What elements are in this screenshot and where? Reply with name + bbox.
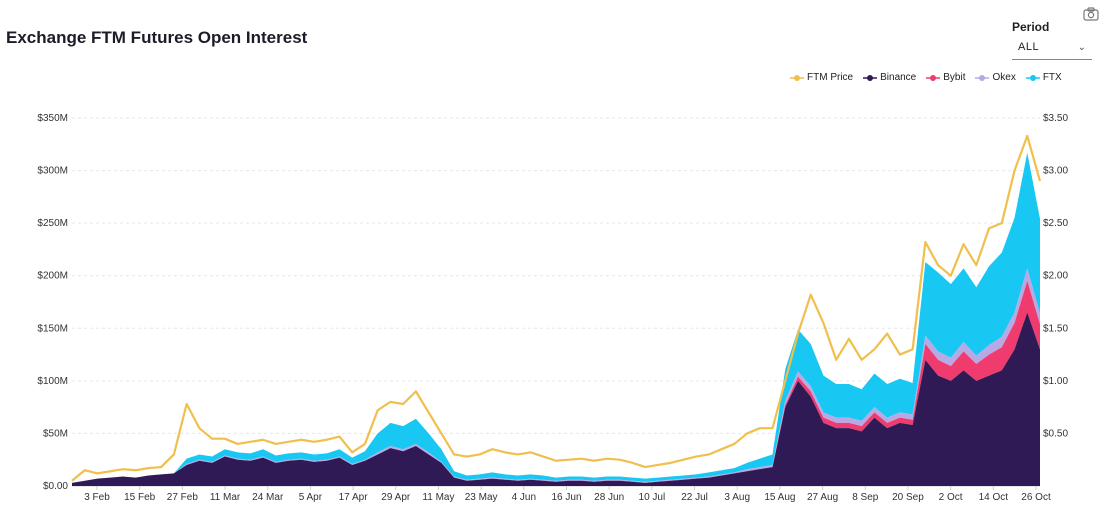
y-left-tick-label: $300M [37,166,68,177]
legend-marker-icon [926,74,941,81]
y-right-tick-label: $1.50 [1043,323,1068,334]
x-tick-label: 27 Feb [167,492,199,503]
legend-item-ftm-price[interactable]: FTM Price [790,72,853,83]
x-tick-label: 16 Jun [551,492,581,503]
x-tick-label: 11 May [422,492,454,503]
x-tick-label: 8 Sep [852,492,879,503]
x-tick-label: 11 Mar [210,492,241,503]
y-left-tick-label: $150M [37,323,68,334]
legend-item-bybit[interactable]: Bybit [926,72,965,83]
y-right-tick-label: $3.00 [1043,166,1068,177]
x-tick-label: 15 Feb [124,492,156,503]
x-tick-label: 20 Sep [892,492,924,503]
x-tick-label: 29 Apr [381,492,411,503]
x-tick-label: 2 Oct [939,492,963,503]
period-label: Period [1012,20,1050,34]
period-select[interactable]: ALL ⌄ [1012,36,1092,60]
legend-item-okex[interactable]: Okex [975,72,1016,83]
legend-item-ftx[interactable]: FTX [1025,72,1062,83]
y-right-tick-label: $2.50 [1043,218,1068,229]
x-tick-label: 22 Jul [681,492,708,503]
x-tick-label: 10 Jul [639,492,666,503]
x-tick-label: 5 Apr [299,492,323,503]
legend-label: FTX [1042,72,1062,83]
x-tick-label: 3 Aug [724,492,750,503]
page-title: Exchange FTM Futures Open Interest [6,28,308,47]
legend-marker-icon [863,74,878,81]
legend-marker-icon [975,74,990,81]
y-right-tick-label: $0.50 [1043,428,1068,439]
legend-marker-icon [790,74,804,81]
legend-marker-icon [1025,74,1040,81]
x-tick-label: 23 May [465,492,498,503]
y-left-tick-label: $250M [37,218,68,229]
x-tick-label: 28 Jun [594,492,624,503]
legend-label: Binance [880,72,917,83]
x-tick-label: 15 Aug [764,492,795,503]
series-area-binance [72,312,1040,486]
x-tick-label: 14 Oct [979,492,1009,503]
period-selected-value: ALL [1018,41,1040,53]
camera-icon[interactable] [1083,7,1099,21]
y-right-tick-label: $2.00 [1043,271,1068,282]
y-right-tick-label: $1.00 [1043,376,1068,387]
y-left-tick-label: $350M [37,113,68,124]
x-tick-label: 26 Oct [1021,492,1051,503]
chart-legend: FTM Price Binance Bybit Okex FTX [790,72,1062,83]
y-left-tick-label: $100M [37,376,68,387]
y-left-tick-label: $50M [43,428,68,439]
legend-label: Okex [992,72,1016,83]
x-tick-label: 17 Apr [339,492,369,503]
x-tick-label: 3 Feb [84,492,110,503]
series-line-ftm-price [71,134,1042,482]
chevron-down-icon: ⌄ [1077,42,1086,53]
legend-label: Bybit [943,72,966,83]
y-right-tick-label: $3.50 [1043,113,1068,124]
x-tick-label: 27 Aug [807,492,838,503]
legend-item-binance[interactable]: Binance [863,72,916,83]
y-left-tick-label: $0.00 [43,481,68,492]
legend-label: FTM Price [807,72,854,83]
x-tick-label: 4 Jun [512,492,536,503]
x-tick-label: 24 Mar [252,492,284,503]
y-left-tick-label: $200M [37,271,68,282]
